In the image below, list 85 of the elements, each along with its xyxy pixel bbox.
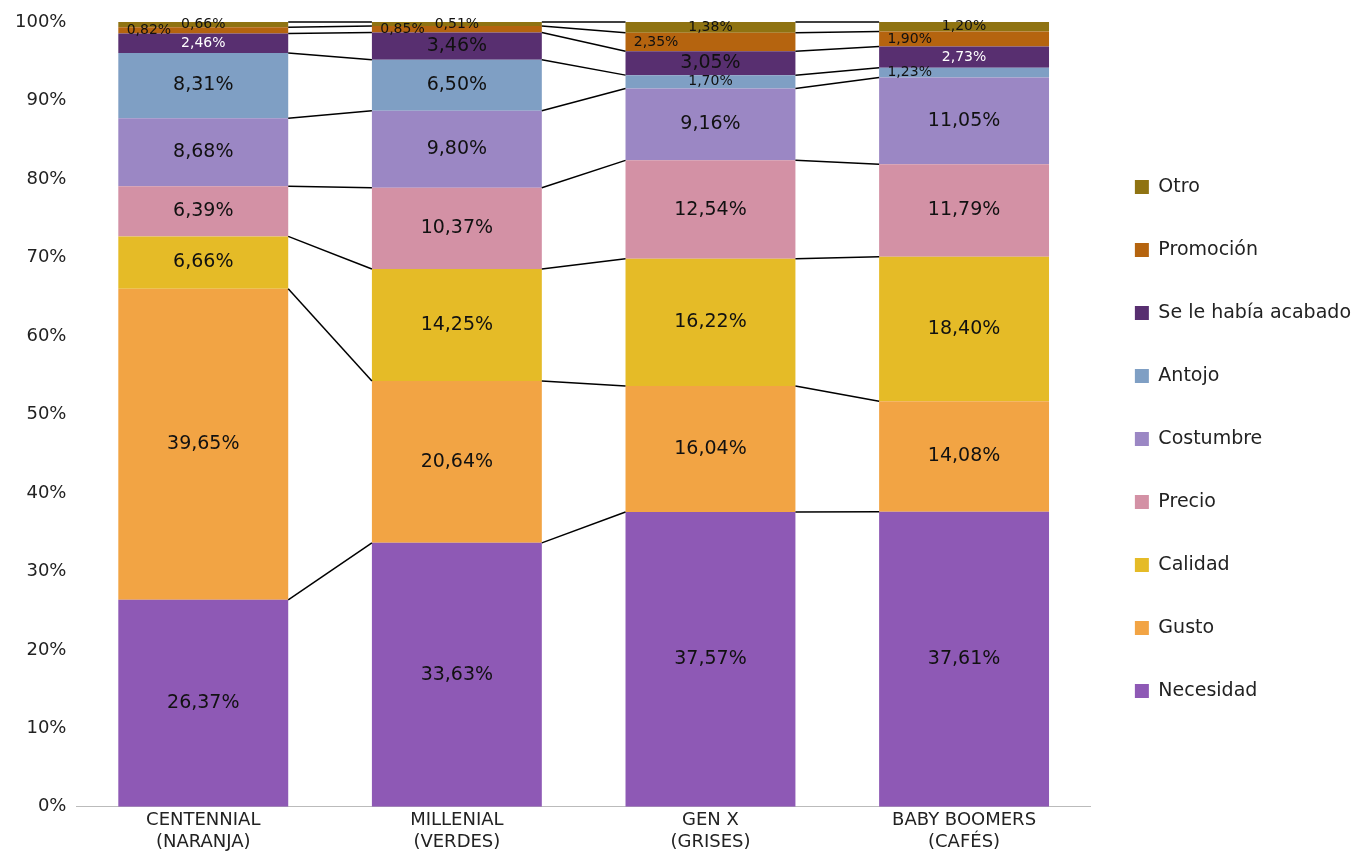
legend-label: Precio — [1158, 488, 1216, 511]
y-tick-label: 100% — [14, 9, 67, 31]
data-label: 3,46% — [426, 33, 488, 56]
bar — [118, 186, 289, 237]
data-label: 37,57% — [674, 646, 747, 669]
data-label: 14,25% — [420, 311, 494, 334]
bar — [879, 46, 1050, 68]
bar — [371, 59, 542, 111]
data-label: 8,68% — [173, 139, 234, 162]
data-label: 1,20% — [941, 17, 987, 34]
data-label: 10,37% — [420, 215, 494, 238]
data-label: 11,05% — [927, 107, 1001, 130]
y-tick-label: 80% — [26, 166, 67, 188]
data-label: 16,04% — [674, 435, 747, 458]
bar — [118, 118, 289, 187]
data-label: 16,22% — [674, 309, 747, 332]
data-label: 20,64% — [420, 448, 494, 471]
data-label: 33,63% — [420, 661, 494, 684]
bar — [625, 511, 796, 807]
x-tick-label: MILLENIAL (VERDES) — [410, 808, 504, 851]
data-label: 1,38% — [688, 17, 733, 34]
data-label: 14,08% — [927, 443, 1001, 466]
bar — [879, 401, 1050, 512]
bar — [118, 236, 289, 289]
legend-label: Necesidad — [1158, 677, 1258, 700]
y-tick-label: 90% — [26, 88, 67, 110]
y-tick-label: 60% — [26, 323, 67, 345]
legend-label: Antojo — [1158, 362, 1220, 385]
bar — [879, 256, 1050, 402]
data-label: 9,80% — [426, 136, 488, 159]
legend-label: Gusto — [1158, 614, 1215, 637]
bar — [371, 269, 542, 381]
bar — [118, 52, 289, 119]
data-label: 0,82% — [126, 21, 172, 38]
data-label: 2,35% — [633, 32, 679, 49]
bar — [118, 599, 289, 807]
data-label: 2,46% — [181, 33, 226, 50]
x-tick-label: GEN X (GRISES) — [670, 808, 751, 851]
y-tick-label: 20% — [26, 637, 67, 659]
data-label: 1,70% — [688, 72, 733, 89]
y-tick-label: 50% — [26, 402, 67, 424]
bar — [879, 77, 1050, 165]
data-label: 12,54% — [674, 196, 747, 219]
data-label: 39,65% — [167, 431, 240, 454]
legend-label: Costumbre — [1158, 425, 1263, 448]
y-tick-label: 0% — [37, 794, 67, 816]
bar — [625, 160, 796, 259]
legend-label: Calidad — [1158, 551, 1230, 574]
bar — [625, 88, 796, 161]
bar — [625, 258, 796, 387]
bar — [371, 380, 542, 543]
data-label: 8,31% — [173, 72, 234, 95]
bar — [879, 164, 1050, 257]
data-label: 1,90% — [887, 29, 932, 46]
x-tick-label: CENTENNIAL (NARANJA) — [146, 808, 261, 851]
legend-label: Otro — [1158, 173, 1200, 196]
bar — [879, 31, 1050, 47]
y-tick-label: 10% — [26, 715, 67, 737]
bar — [118, 288, 289, 600]
bar — [625, 51, 796, 76]
legend-label: Promoción — [1158, 236, 1259, 259]
bar — [625, 32, 796, 52]
legend-label: Se le había acabado — [1158, 299, 1352, 322]
data-label: 1,23% — [887, 63, 932, 80]
data-label: 0,85% — [380, 19, 425, 36]
bar — [371, 542, 542, 807]
data-label: 3,05% — [680, 50, 741, 73]
data-label: 6,66% — [173, 249, 234, 272]
bar — [879, 511, 1050, 807]
data-label: 26,37% — [167, 690, 240, 713]
x-tick-label: BABY BOOMERS (CAFÉS) — [892, 808, 1037, 851]
data-label: 18,40% — [927, 315, 1001, 338]
data-label: 6,39% — [173, 198, 234, 221]
data-label: 2,73% — [941, 47, 987, 64]
data-label: 9,16% — [680, 111, 741, 134]
data-label: 6,50% — [426, 72, 488, 95]
y-tick-label: 40% — [26, 480, 67, 502]
bar — [625, 386, 796, 512]
y-tick-label: 70% — [26, 245, 67, 267]
bar — [371, 187, 542, 270]
data-label: 37,61% — [927, 646, 1001, 669]
bar — [371, 110, 542, 188]
y-tick-label: 30% — [26, 559, 67, 581]
data-label: 11,79% — [927, 197, 1001, 220]
bar — [625, 22, 796, 33]
